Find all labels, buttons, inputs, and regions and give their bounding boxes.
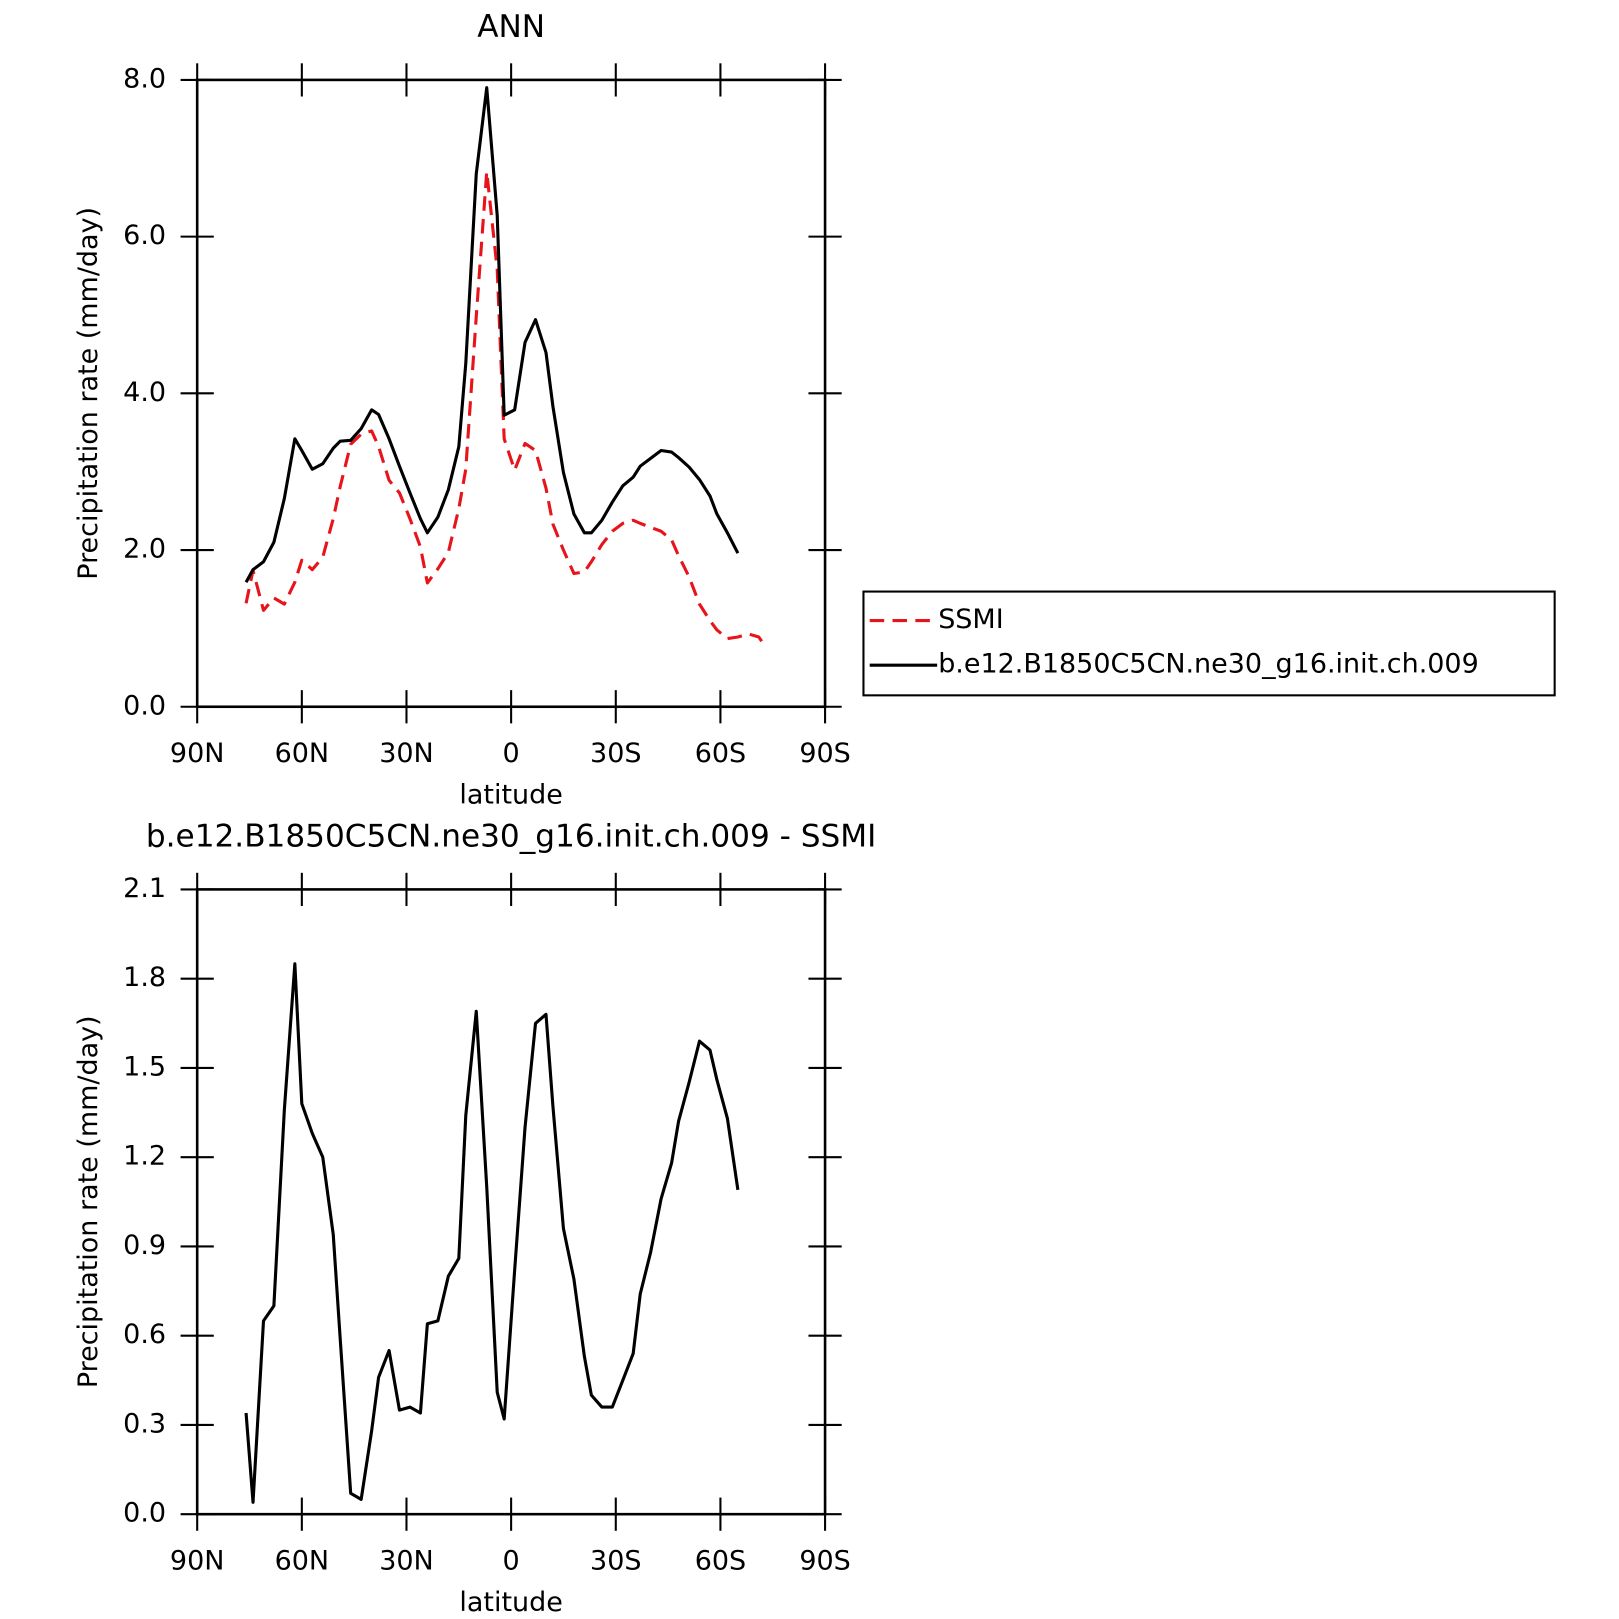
y-axis-label: Precipitation rate (mm/day) bbox=[73, 207, 104, 580]
x-tick-label: 30N bbox=[379, 1545, 434, 1576]
chart-title: b.e12.B1850C5CN.ne30_g16.init.ch.009 - S… bbox=[146, 819, 876, 855]
x-tick-label: 30S bbox=[590, 1545, 641, 1576]
x-tick-label: 90N bbox=[170, 738, 225, 769]
x-tick-label: 60N bbox=[275, 1545, 330, 1576]
legend-label: b.e12.B1850C5CN.ne30_g16.init.ch.009 bbox=[938, 649, 1479, 680]
data-line bbox=[244, 169, 768, 649]
x-tick-label: 0 bbox=[503, 1545, 520, 1576]
plot-frame bbox=[195, 78, 827, 709]
x-tick-label: 60N bbox=[275, 738, 330, 769]
x-tick-label: 60S bbox=[695, 1545, 746, 1576]
y-tick-label: 0.6 bbox=[123, 1319, 166, 1350]
legend-label: SSMI bbox=[938, 604, 1003, 635]
x-tick-label: 0 bbox=[503, 738, 520, 769]
y-tick-label: 0.9 bbox=[123, 1230, 166, 1261]
x-tick-label: 90S bbox=[799, 1545, 850, 1576]
y-tick-label: 6.0 bbox=[123, 220, 166, 251]
x-tick-label: 90S bbox=[799, 738, 850, 769]
y-axis-label: Precipitation rate (mm/day) bbox=[73, 1015, 104, 1388]
legend-box bbox=[862, 590, 1556, 697]
data-line bbox=[244, 962, 740, 1504]
y-tick-label: 0.0 bbox=[123, 1498, 166, 1529]
x-axis-label: latitude bbox=[459, 780, 562, 811]
y-tick-label: 8.0 bbox=[123, 63, 166, 94]
y-tick-label: 2.0 bbox=[123, 534, 166, 565]
y-tick-label: 4.0 bbox=[123, 377, 166, 408]
x-tick-label: 30S bbox=[590, 738, 641, 769]
x-axis-label: latitude bbox=[459, 1587, 562, 1618]
y-tick-label: 0.0 bbox=[123, 690, 166, 721]
y-tick-label: 1.8 bbox=[123, 962, 166, 993]
y-tick-label: 0.3 bbox=[123, 1408, 166, 1439]
plot-frame bbox=[195, 888, 827, 1516]
x-tick-label: 30N bbox=[379, 738, 434, 769]
chart-title: ANN bbox=[477, 9, 545, 45]
y-tick-label: 2.1 bbox=[123, 873, 166, 904]
x-tick-label: 90N bbox=[170, 1545, 225, 1576]
x-tick-label: 60S bbox=[695, 738, 746, 769]
y-tick-label: 1.2 bbox=[123, 1141, 166, 1172]
y-tick-label: 1.5 bbox=[123, 1051, 166, 1082]
data-line bbox=[244, 86, 740, 583]
